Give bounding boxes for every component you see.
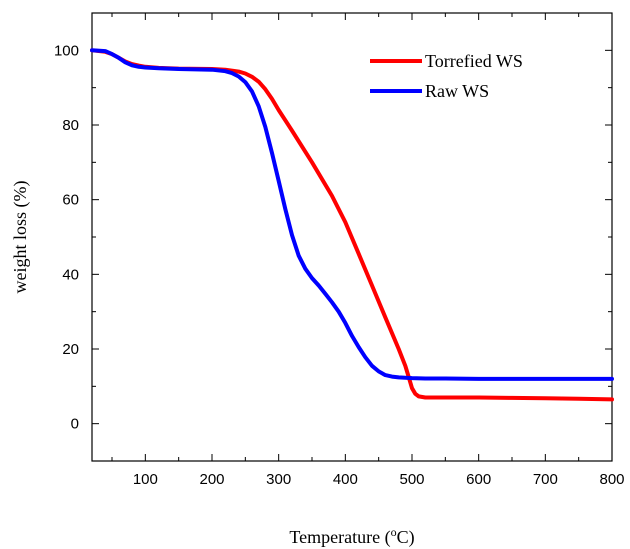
- x-tick-label: 600: [466, 471, 491, 488]
- series-line-0: [90, 48, 614, 402]
- x-tick-label: 500: [399, 471, 424, 488]
- x-tick-label: 300: [266, 471, 291, 488]
- x-tick-label: 200: [199, 471, 224, 488]
- x-tick-label: 700: [533, 471, 558, 488]
- legend-label-raw: Raw WS: [425, 81, 489, 101]
- y-tick-label: 0: [71, 416, 79, 433]
- tick-labels: 100 200 300 400 500 600 700 800 0 20 40 60 80 100: [54, 42, 625, 488]
- y-tick-label: 20: [62, 341, 79, 358]
- y-axis-title: weight loss (%): [10, 181, 31, 294]
- legend: Torrefied WS Raw WS: [370, 51, 523, 101]
- x-axis-title: Temperature (oC): [289, 525, 414, 548]
- y-tick-label: 100: [54, 42, 79, 59]
- x-tick-label: 400: [333, 471, 358, 488]
- series-group: [90, 48, 614, 402]
- x-tick-label: 100: [133, 471, 158, 488]
- y-tick-label: 60: [62, 192, 79, 209]
- legend-label-torrefied: Torrefied WS: [425, 51, 523, 71]
- x-tick-label: 800: [599, 471, 624, 488]
- axis-ticks: [92, 12, 613, 462]
- series-line-1: [90, 48, 614, 381]
- y-tick-label: 80: [62, 117, 79, 134]
- y-tick-label: 40: [62, 266, 79, 283]
